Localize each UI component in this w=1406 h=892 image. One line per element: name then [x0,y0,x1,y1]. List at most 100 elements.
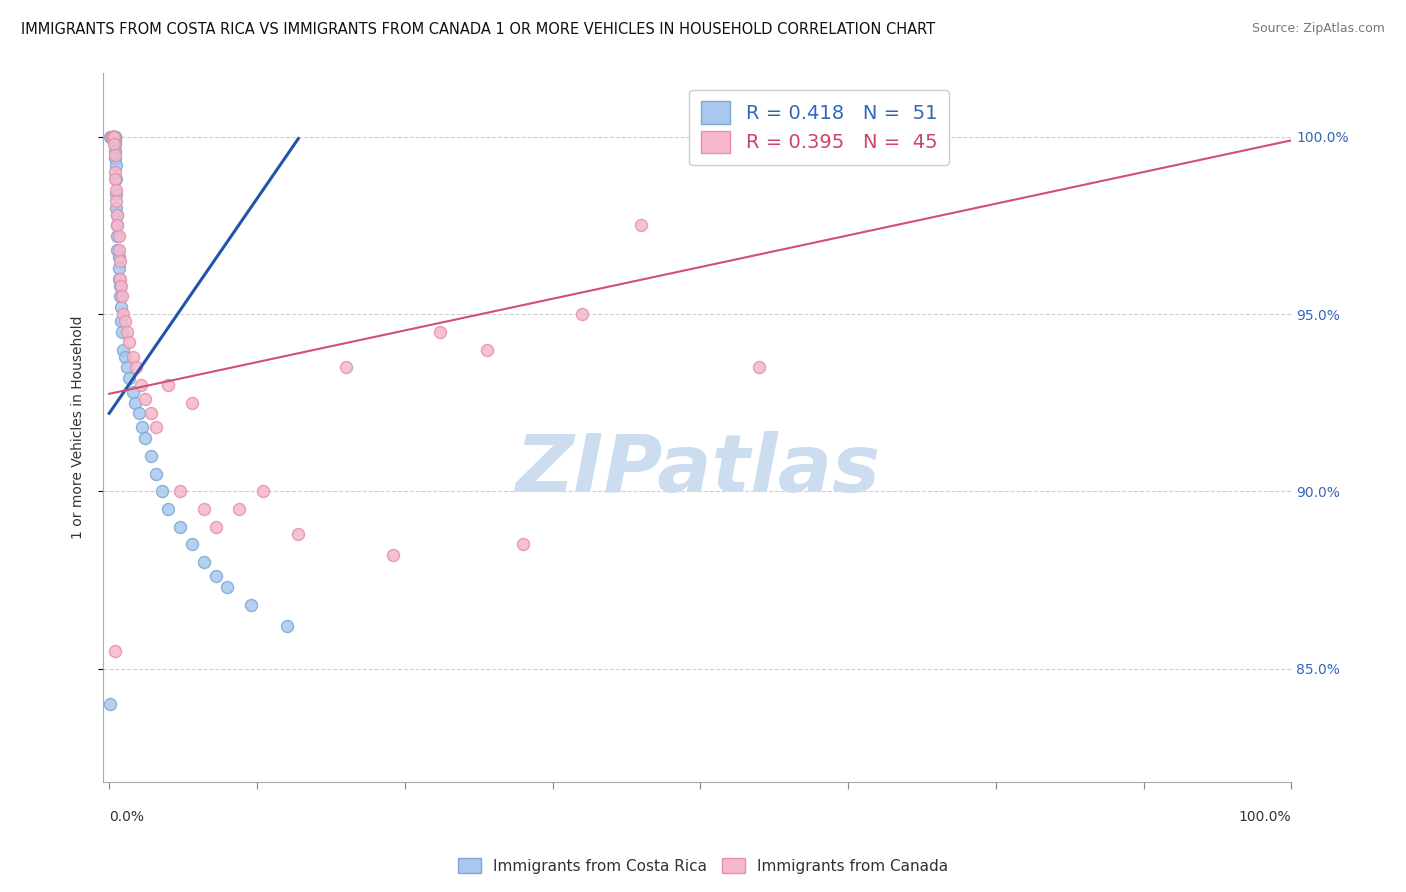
Point [104,129,127,144]
Point [110,278,132,293]
Point [104,136,127,151]
Point [107,271,129,285]
Point [100,129,122,144]
Text: IMMIGRANTS FROM COSTA RICA VS IMMIGRANTS FROM CANADA 1 OR MORE VEHICLES IN HOUSE: IMMIGRANTS FROM COSTA RICA VS IMMIGRANTS… [21,22,935,37]
Point [104,129,127,144]
Point [114,314,136,328]
Point [105,158,128,172]
Point [512,537,534,551]
Point [114,350,136,364]
Point [108,278,131,293]
Point [104,144,127,158]
Point [129,378,152,392]
Point [193,555,215,569]
Point [104,172,127,186]
Point [118,335,141,350]
Point [157,502,180,516]
Point [145,467,167,481]
Point [169,484,191,499]
Point [228,502,250,516]
Point [630,219,652,233]
Point [101,129,124,144]
Point [121,350,143,364]
Point [110,314,132,328]
Legend: R = 0.418   N =  51, R = 0.395   N =  45: R = 0.418 N = 51, R = 0.395 N = 45 [689,90,949,165]
Point [107,244,129,258]
Legend: Immigrants from Costa Rica, Immigrants from Canada: Immigrants from Costa Rica, Immigrants f… [451,852,955,880]
Point [115,360,138,375]
Point [103,136,125,151]
Point [104,644,127,658]
Text: Source: ZipAtlas.com: Source: ZipAtlas.com [1251,22,1385,36]
Point [103,129,125,144]
Point [252,484,274,499]
Point [107,260,129,275]
Point [429,325,451,339]
Point [108,253,131,268]
Point [107,219,129,233]
Point [139,449,162,463]
Point [104,129,127,144]
Point [108,289,131,303]
Point [112,307,135,321]
Point [110,300,132,314]
Point [107,244,129,258]
Point [477,343,499,357]
Point [169,520,191,534]
Point [107,208,129,222]
Point [335,360,357,375]
Point [131,420,153,434]
Point [104,151,127,165]
Point [112,343,135,357]
Point [105,194,128,208]
Point [204,520,226,534]
Point [124,395,146,409]
Point [105,201,128,215]
Point [121,385,143,400]
Y-axis label: 1 or more Vehicles in Household: 1 or more Vehicles in Household [72,316,86,540]
Point [101,129,124,144]
Point [748,360,770,375]
Point [381,548,404,562]
Point [105,172,128,186]
Point [111,325,134,339]
Point [100,129,122,144]
Point [181,395,204,409]
Point [240,598,263,612]
Point [100,697,122,711]
Point [100,129,122,144]
Text: 0.0%: 0.0% [110,810,145,824]
Point [181,537,204,551]
Point [125,360,148,375]
Point [128,406,150,420]
Point [145,420,167,434]
Point [104,133,127,147]
Point [111,289,134,303]
Point [115,325,138,339]
Point [287,526,309,541]
Point [101,129,124,144]
Point [107,250,129,264]
Point [103,129,125,144]
Point [104,147,127,161]
Point [103,129,125,144]
Point [104,165,127,179]
Point [157,378,180,392]
Text: 100.0%: 100.0% [1239,810,1291,824]
Text: ZIPatlas: ZIPatlas [515,431,880,509]
Point [217,580,239,594]
Point [105,183,128,197]
Point [101,129,124,144]
Point [107,229,129,244]
Point [107,229,129,244]
Point [204,569,226,583]
Point [571,307,593,321]
Point [107,208,129,222]
Point [108,271,131,285]
Point [276,619,298,633]
Point [152,484,174,499]
Point [134,431,156,445]
Point [105,186,128,201]
Point [107,219,129,233]
Point [134,392,156,406]
